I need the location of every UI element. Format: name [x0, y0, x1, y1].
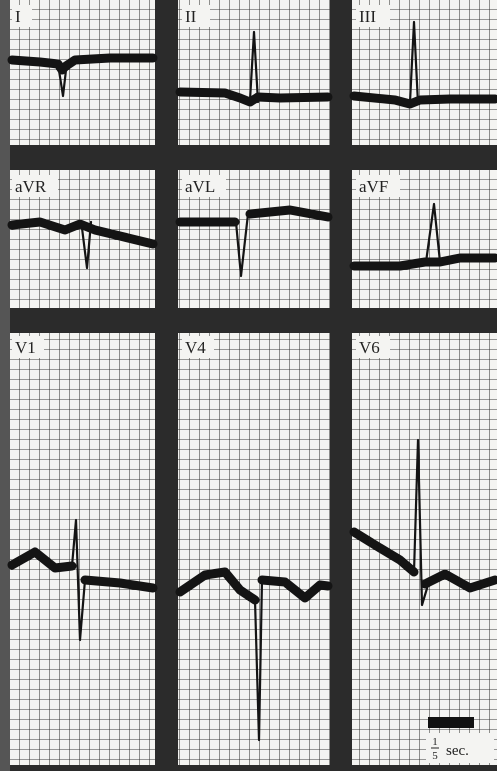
panels — [10, 0, 497, 765]
scale-numerator: 1 — [432, 736, 438, 748]
lead-label: III — [359, 7, 376, 26]
lead-label: aVR — [15, 177, 47, 196]
scale-bar — [428, 717, 474, 728]
lead-label: I — [15, 7, 21, 26]
lead-label: V4 — [185, 338, 206, 357]
panel — [178, 333, 330, 765]
page: {"leads": [ {"label": "I"}, {"label": "I… — [0, 0, 497, 771]
ecg-figure: I II III aVR aVL aVF V1 V4 V6 1 5 sec. — [0, 0, 497, 771]
scale-denominator: 5 — [432, 750, 438, 762]
lead-label: aVF — [359, 177, 388, 196]
lead-label: II — [185, 7, 197, 26]
left-edge — [0, 0, 10, 771]
lead-label: V6 — [359, 338, 380, 357]
lead-label: aVL — [185, 177, 215, 196]
scale-unit: sec. — [446, 743, 469, 759]
lead-label: V1 — [15, 338, 36, 357]
